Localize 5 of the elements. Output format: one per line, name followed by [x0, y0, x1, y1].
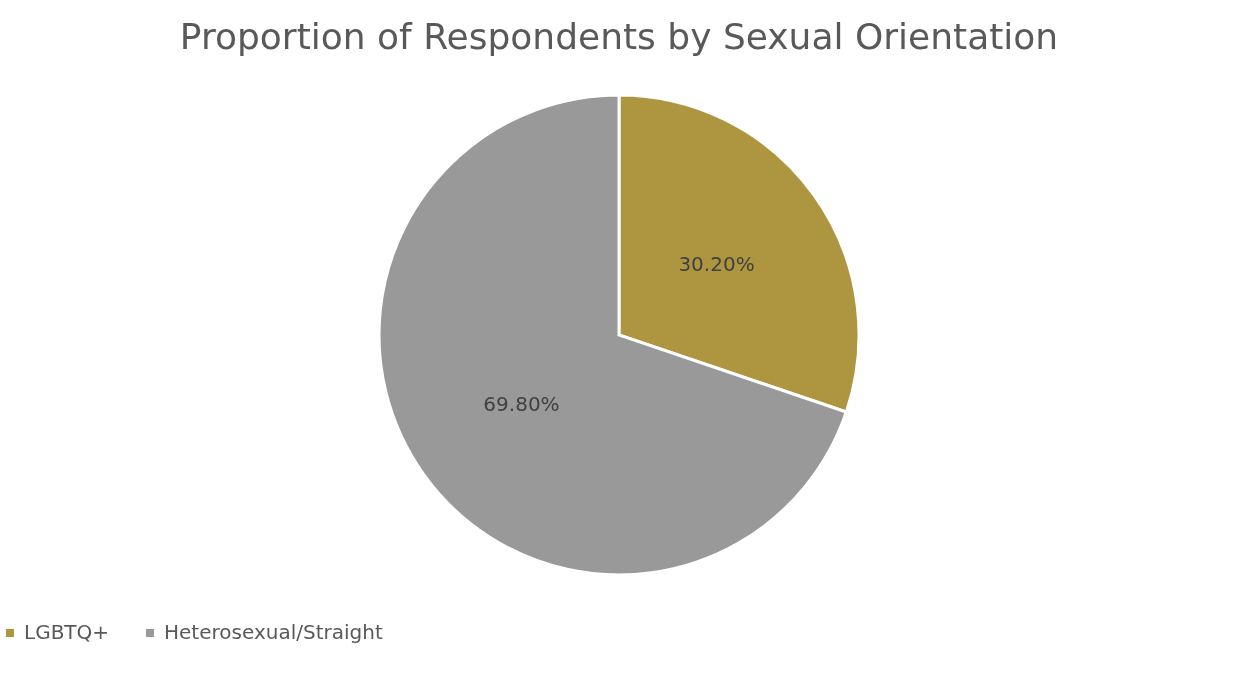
data-label: 69.80%: [483, 391, 560, 416]
legend-label: Heterosexual/Straight: [164, 620, 383, 644]
chart-title: Proportion of Respondents by Sexual Orientation: [179, 16, 1059, 57]
data-label: 30.20%: [678, 252, 755, 277]
legend-label: LGBTQ+: [24, 620, 110, 644]
